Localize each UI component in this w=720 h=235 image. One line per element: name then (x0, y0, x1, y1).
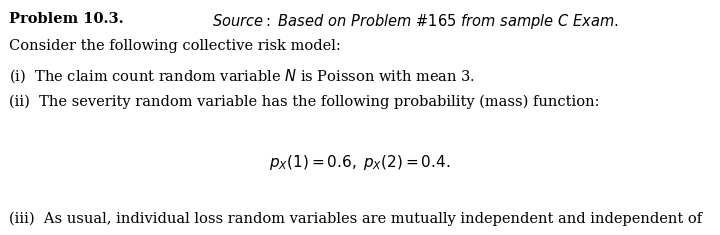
Text: Problem 10.3.: Problem 10.3. (9, 12, 123, 26)
Text: (ii)  The severity random variable has the following probability (mass) function: (ii) The severity random variable has th… (9, 95, 599, 109)
Text: $p_X(1) = 0.6,\; p_X(2) = 0.4.$: $p_X(1) = 0.6,\; p_X(2) = 0.4.$ (269, 153, 451, 172)
Text: $\mathit{Source{:}\ Based\ on\ Problem\ \#165\ from\ sample\ C\ Exam.}$: $\mathit{Source{:}\ Based\ on\ Problem\ … (212, 12, 619, 31)
Text: (i)  The claim count random variable $N$ is Poisson with mean 3.: (i) The claim count random variable $N$ … (9, 67, 474, 85)
Text: Consider the following collective risk model:: Consider the following collective risk m… (9, 39, 341, 54)
Text: (iii)  As usual, individual loss random variables are mutually independent and i: (iii) As usual, individual loss random v… (9, 212, 702, 226)
